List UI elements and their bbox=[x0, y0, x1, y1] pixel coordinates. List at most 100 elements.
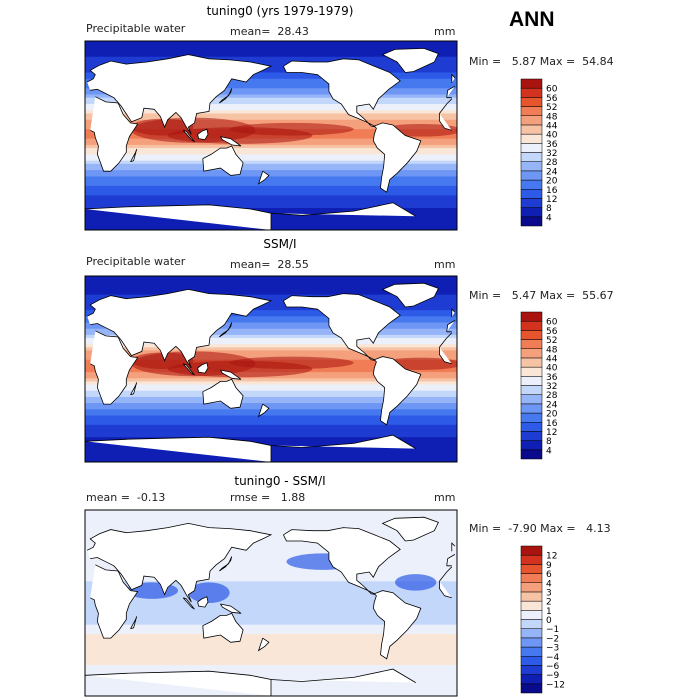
field-band bbox=[85, 627, 457, 632]
field-band bbox=[85, 615, 457, 620]
mean-label-model: mean= 28.43 bbox=[230, 25, 309, 38]
field-band bbox=[85, 412, 457, 417]
landmass-africa bbox=[90, 96, 453, 172]
landmass-borneo bbox=[197, 596, 209, 608]
field-band bbox=[85, 119, 457, 124]
colorbar-swatch bbox=[520, 87, 543, 98]
field-band bbox=[85, 41, 457, 45]
field-band bbox=[85, 415, 457, 420]
field-band bbox=[85, 652, 457, 657]
field-band bbox=[85, 81, 457, 86]
field-band bbox=[85, 53, 457, 58]
field-band bbox=[85, 525, 457, 530]
field-band bbox=[85, 319, 457, 324]
colorbar-swatch bbox=[520, 339, 543, 349]
field-band bbox=[85, 328, 457, 333]
field-band bbox=[85, 510, 457, 514]
field-band bbox=[85, 347, 457, 351]
warm-pool-region bbox=[131, 118, 194, 136]
colorbar-swatch bbox=[520, 674, 543, 685]
field-band bbox=[85, 634, 457, 638]
map-field-obs bbox=[85, 276, 457, 462]
minmax-label-obs: Min = 5.47 Max = 55.67 bbox=[469, 289, 614, 302]
field-band bbox=[85, 113, 457, 118]
field-band bbox=[85, 528, 457, 533]
colorbar-tick-label: 36 bbox=[546, 373, 558, 383]
minmax-label-model: Min = 5.87 Max = 54.84 bbox=[469, 55, 614, 68]
units-label-obs: mm bbox=[434, 258, 456, 271]
field-band bbox=[85, 300, 457, 305]
colorbar-swatch bbox=[520, 665, 543, 675]
landmass-japan bbox=[219, 556, 233, 572]
colorbar-swatch bbox=[520, 115, 543, 126]
field-band bbox=[85, 531, 457, 536]
field-band bbox=[85, 110, 457, 115]
map-frame-diff bbox=[84, 509, 458, 697]
field-band bbox=[85, 192, 457, 196]
landmass-australia bbox=[202, 145, 244, 176]
negative-anomaly-region bbox=[188, 582, 230, 604]
field-band bbox=[85, 593, 457, 598]
colorbar-swatch bbox=[520, 582, 543, 593]
field-band bbox=[85, 609, 457, 613]
landmass-japan bbox=[219, 88, 233, 104]
field-band bbox=[85, 418, 457, 423]
panel-title-obs: SSM/I bbox=[263, 237, 297, 251]
colorbar-swatch bbox=[520, 348, 543, 359]
season-label: ANN bbox=[509, 8, 555, 31]
landmass-borneo bbox=[197, 128, 209, 141]
field-band bbox=[85, 179, 457, 184]
field-band bbox=[85, 72, 457, 77]
landmass-eurasia bbox=[86, 54, 456, 135]
colorbar-tick-label: 16 bbox=[546, 186, 558, 196]
field-band bbox=[85, 198, 457, 203]
field-band bbox=[85, 544, 457, 548]
minmax-label-diff: Min = -7.90 Max = 4.13 bbox=[469, 522, 611, 535]
map-frame-obs bbox=[84, 275, 458, 463]
variable-label-obs: Precipitable water bbox=[86, 255, 186, 268]
field-band bbox=[85, 176, 457, 181]
field-band bbox=[85, 603, 457, 607]
field-band bbox=[85, 406, 457, 410]
landmass-north-america bbox=[283, 293, 401, 362]
colorbar-tick-label: −12 bbox=[546, 680, 565, 690]
field-band bbox=[85, 519, 457, 523]
colorbar-swatch bbox=[520, 385, 543, 395]
field-band bbox=[85, 431, 457, 435]
field-band bbox=[85, 584, 457, 589]
field-band bbox=[85, 612, 457, 616]
field-band bbox=[85, 44, 457, 48]
variable-label-model: Precipitable water bbox=[86, 22, 186, 35]
field-band bbox=[85, 182, 457, 187]
colorbar-tick-label: 40 bbox=[546, 131, 558, 141]
colorbar-swatch bbox=[520, 591, 543, 602]
colorbar-swatch bbox=[520, 216, 543, 227]
field-band bbox=[85, 59, 457, 64]
colorbar-swatch bbox=[520, 311, 543, 322]
field-band bbox=[85, 440, 457, 444]
units-label-diff: mm bbox=[434, 491, 456, 504]
colorbar-swatch bbox=[520, 545, 543, 556]
field-band bbox=[85, 537, 457, 542]
colorbar-swatch bbox=[520, 610, 543, 620]
colorbar-swatch bbox=[520, 330, 543, 340]
field-band bbox=[85, 553, 457, 558]
colorbar-swatch bbox=[520, 394, 543, 405]
colorbar-swatch bbox=[520, 78, 543, 89]
field-band bbox=[85, 572, 457, 576]
field-band bbox=[85, 522, 457, 527]
field-band bbox=[85, 541, 457, 545]
colorbar-swatch bbox=[520, 564, 543, 574]
field-band bbox=[85, 384, 457, 389]
landmass-uk bbox=[451, 73, 456, 83]
field-band bbox=[85, 550, 457, 554]
field-band bbox=[85, 78, 457, 83]
field-band bbox=[85, 596, 457, 601]
field-band bbox=[85, 655, 457, 660]
landmass-africa bbox=[90, 564, 453, 639]
landmass-sumatra bbox=[182, 129, 195, 143]
colorbar-tick-label: 28 bbox=[546, 391, 558, 401]
colorbar-tick-label: 16 bbox=[546, 419, 558, 429]
colorbar-swatch bbox=[520, 683, 543, 694]
